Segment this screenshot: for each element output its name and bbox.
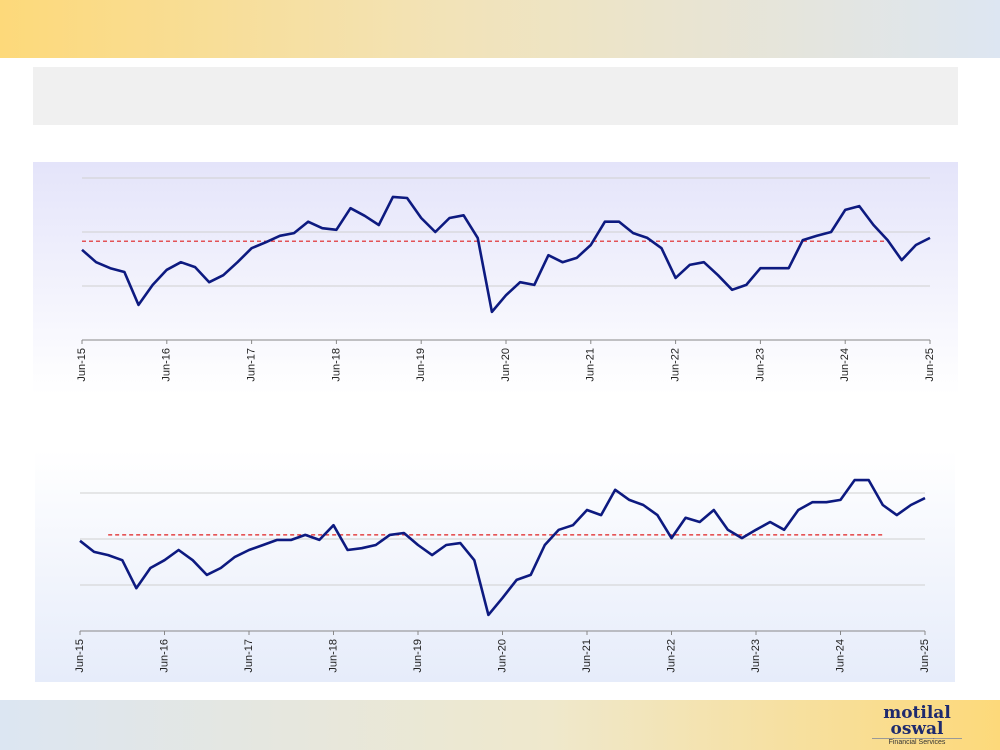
chart: Jun-15 Jun-16 Jun-17 Jun-18 Jun-19 Jun-20 Jun-… bbox=[35, 450, 955, 682]
x-tick-label: Jun-19 bbox=[412, 639, 424, 673]
x-tick-label: Jun-18 bbox=[330, 348, 342, 382]
chart: Jun-15 Jun-16 Jun-17 Jun-18 Jun-19 Jun-20 Jun-… bbox=[33, 162, 958, 395]
x-tick-label: Jun-20 bbox=[496, 639, 508, 673]
text-box bbox=[33, 67, 958, 125]
x-tick-label: Jun-19 bbox=[415, 348, 427, 382]
x-tick-label: Jun-21 bbox=[585, 348, 597, 382]
series-line bbox=[79, 478, 926, 617]
x-tick-label: Jun-17 bbox=[246, 348, 258, 382]
logo-tagline: Financial Services bbox=[872, 738, 962, 746]
x-tick-label: Jun-15 bbox=[74, 639, 86, 673]
x-tick-label: Jun-22 bbox=[665, 639, 677, 673]
footer-band bbox=[0, 700, 1000, 750]
x-tick-label: Jun-25 bbox=[924, 348, 936, 382]
x-tick-label: Jun-24 bbox=[839, 348, 851, 382]
x-tick-label: Jun-16 bbox=[161, 348, 173, 382]
x-tick-label: Jun-16 bbox=[158, 639, 170, 673]
x-tick-label: Jun-25 bbox=[919, 639, 931, 673]
x-tick-label: Jun-23 bbox=[754, 348, 766, 382]
series-line bbox=[81, 195, 931, 314]
chart-background bbox=[35, 450, 955, 682]
x-tick-label: Jun-20 bbox=[500, 348, 512, 382]
x-tick-label: Jun-24 bbox=[834, 639, 846, 673]
x-tick-label: Jun-22 bbox=[670, 348, 682, 382]
chart-background bbox=[33, 162, 958, 395]
logo-text: motilal bbox=[883, 703, 951, 723]
x-tick-label: Jun-23 bbox=[750, 639, 762, 673]
x-tick-label: Jun-21 bbox=[581, 639, 593, 673]
x-tick-label: Jun-17 bbox=[243, 639, 255, 673]
x-tick-label: Jun-15 bbox=[76, 348, 88, 382]
x-tick-label: Jun-18 bbox=[327, 639, 339, 673]
logo: motilal oswal Financial Services bbox=[872, 705, 962, 746]
logo-text: oswal bbox=[890, 719, 944, 739]
header-band bbox=[0, 0, 1000, 58]
